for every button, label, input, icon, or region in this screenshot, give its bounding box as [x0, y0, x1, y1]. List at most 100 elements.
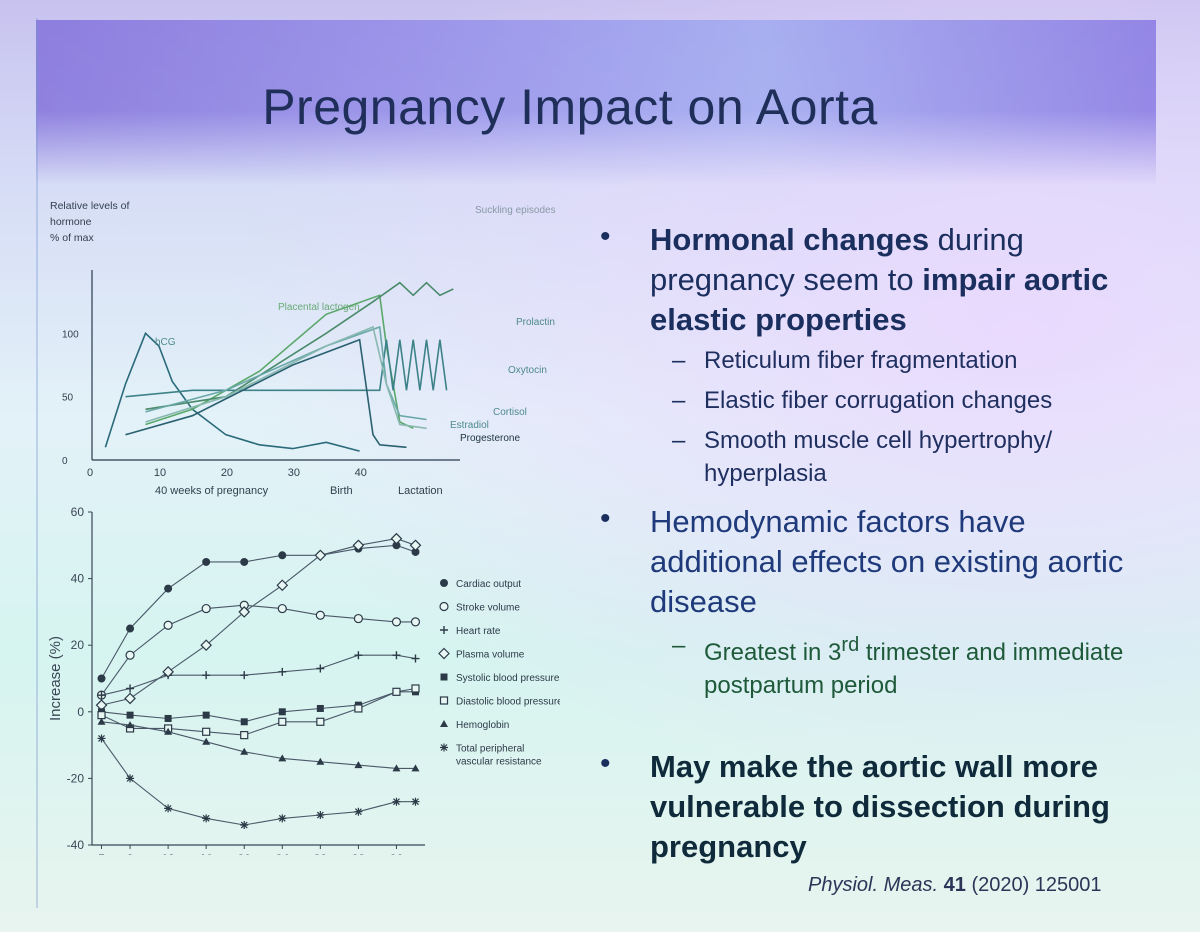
y-axis-label: Increase (%): [47, 636, 64, 721]
x-tick-label: 12: [161, 852, 175, 855]
marker-open-square: [317, 718, 324, 725]
marker-star: [240, 821, 248, 829]
series-label-prolactin: Prolactin: [516, 317, 555, 328]
legend-label: Heart rate: [456, 626, 501, 637]
region-label-pregnancy: 40 weeks of pregnancy: [155, 485, 269, 497]
hormone-ylabel-line: Relative levels of: [50, 200, 129, 212]
marker-open-circle: [440, 603, 448, 611]
series-label-placental-lactogen: Placental lactogen: [278, 302, 360, 313]
marker-filled-square: [203, 712, 210, 719]
series-line-plasma-volume: [102, 539, 416, 706]
bullet-vulnerable: May make the aortic wall more vulnerable…: [650, 747, 1150, 867]
marker-star: [164, 804, 172, 812]
y-tick-label: 60: [71, 505, 85, 519]
bullet1-part1: Hormonal changes: [650, 222, 929, 257]
legend-label: Cardiac output: [456, 579, 521, 590]
marker-open-diamond: [410, 540, 420, 550]
series-label-estradiol: Estradiol: [450, 420, 489, 431]
x-tick-label: 20: [238, 852, 252, 855]
marker-open-square: [279, 718, 286, 725]
marker-star: [126, 774, 134, 782]
x-tick-label: 24: [276, 852, 290, 855]
marker-star: [278, 814, 286, 822]
legend-label: Stroke volume: [456, 603, 520, 614]
citation-journal: Physiol. Meas.: [808, 874, 938, 896]
sub-trimester-sup: rd: [841, 634, 859, 656]
hemodynamic-chart-plot: -40 -20 0 20 40 60 5 8 12 16 20 24 28 32 36 Increase (%…: [47, 505, 560, 855]
marker-open-diamond: [125, 693, 135, 703]
marker-open-square: [412, 685, 419, 692]
marker-filled-square: [317, 705, 324, 712]
marker-plus: [392, 651, 400, 659]
region-label-birth: Birth: [330, 485, 353, 497]
suckling-episodes-label: Suckling episodes: [475, 205, 556, 216]
citation: Physiol. Meas. 41 (2020) 125001: [808, 874, 1102, 897]
sub-dash: –: [672, 427, 685, 455]
marker-open-square: [355, 705, 362, 712]
hormone-chart-plot: Relative levels of hormone % of max Sucklin…: [50, 200, 556, 497]
y-tick-label: 0: [62, 456, 68, 467]
marker-plus: [126, 684, 134, 692]
marker-filled-circle: [278, 551, 286, 559]
marker-open-square: [441, 697, 448, 704]
legend-label: Hemoglobin: [456, 720, 509, 731]
x-tick-label: 5: [98, 852, 105, 855]
series-line-hemoglobin: [102, 722, 416, 769]
bullet-dot: •: [600, 747, 611, 781]
marker-open-circle: [278, 605, 286, 613]
marker-filled-square: [165, 715, 172, 722]
marker-star: [316, 811, 324, 819]
marker-filled-circle: [202, 558, 210, 566]
marker-filled-circle: [98, 675, 106, 683]
series-line-heart-rate: [102, 655, 416, 695]
marker-star: [354, 808, 362, 816]
series-label-cortisol: Cortisol: [493, 407, 527, 418]
marker-plus: [278, 668, 286, 676]
marker-filled-square: [127, 712, 134, 719]
marker-plus: [316, 665, 324, 673]
sub-reticulum: Reticulum fiber fragmentation: [704, 344, 1017, 377]
marker-star: [411, 798, 419, 806]
hormone-ylabel-line: % of max: [50, 232, 95, 244]
y-tick-label: -20: [67, 771, 85, 785]
bullet-hemodynamic: Hemodynamic factors have additional effe…: [650, 502, 1150, 622]
y-tick-label: -40: [67, 838, 85, 852]
bullet-hormonal-changes: Hormonal changes during pregnancy seem t…: [650, 220, 1110, 340]
marker-star: [440, 744, 448, 752]
marker-star: [392, 798, 400, 806]
y-tick-label: 100: [62, 329, 79, 340]
series-line-systolic-blood-pressure: [102, 692, 416, 722]
marker-open-diamond: [439, 649, 449, 659]
legend-label: Diastolic blood pressure: [456, 697, 560, 708]
marker-filled-square: [279, 708, 286, 715]
hormone-ylabel-line: hormone: [50, 216, 92, 228]
hormone-levels-chart: Relative levels of hormone % of max Sucklin…: [50, 195, 590, 505]
marker-open-circle: [316, 611, 324, 619]
x-tick-label: 16: [199, 852, 213, 855]
marker-open-square: [203, 728, 210, 735]
marker-filled-circle: [240, 558, 248, 566]
series-line-cardiac-output: [102, 545, 416, 678]
y-tick-label: 40: [71, 572, 85, 586]
marker-open-circle: [411, 618, 419, 626]
marker-open-circle: [164, 621, 172, 629]
sub-elastic: Elastic fiber corrugation changes: [704, 384, 1052, 417]
marker-open-diamond: [315, 550, 325, 560]
marker-open-circle: [392, 618, 400, 626]
bullet-dot: •: [600, 502, 611, 536]
y-tick-label: 50: [62, 393, 74, 404]
marker-open-diamond: [391, 534, 401, 544]
hemodynamic-changes-chart: -40 -20 0 20 40 60 5 8 12 16 20 24 28 32 36 Increase (%…: [40, 500, 560, 855]
marker-open-square: [241, 732, 248, 739]
sub-greatest-trimester: Greatest in 3rd trimester and immediate …: [704, 629, 1144, 702]
marker-filled-square: [441, 674, 448, 681]
legend-label: Plasma volume: [456, 650, 525, 661]
marker-filled-circle: [126, 625, 134, 633]
sub-trimester-part1: Greatest in 3: [704, 639, 841, 666]
x-tick-label: 30: [288, 467, 300, 479]
x-tick-label: 20: [221, 467, 233, 479]
series-line-progesterone: [126, 340, 407, 448]
marker-plus: [411, 655, 419, 663]
x-tick-label: 32: [352, 852, 366, 855]
bullet-dot: •: [600, 220, 611, 254]
